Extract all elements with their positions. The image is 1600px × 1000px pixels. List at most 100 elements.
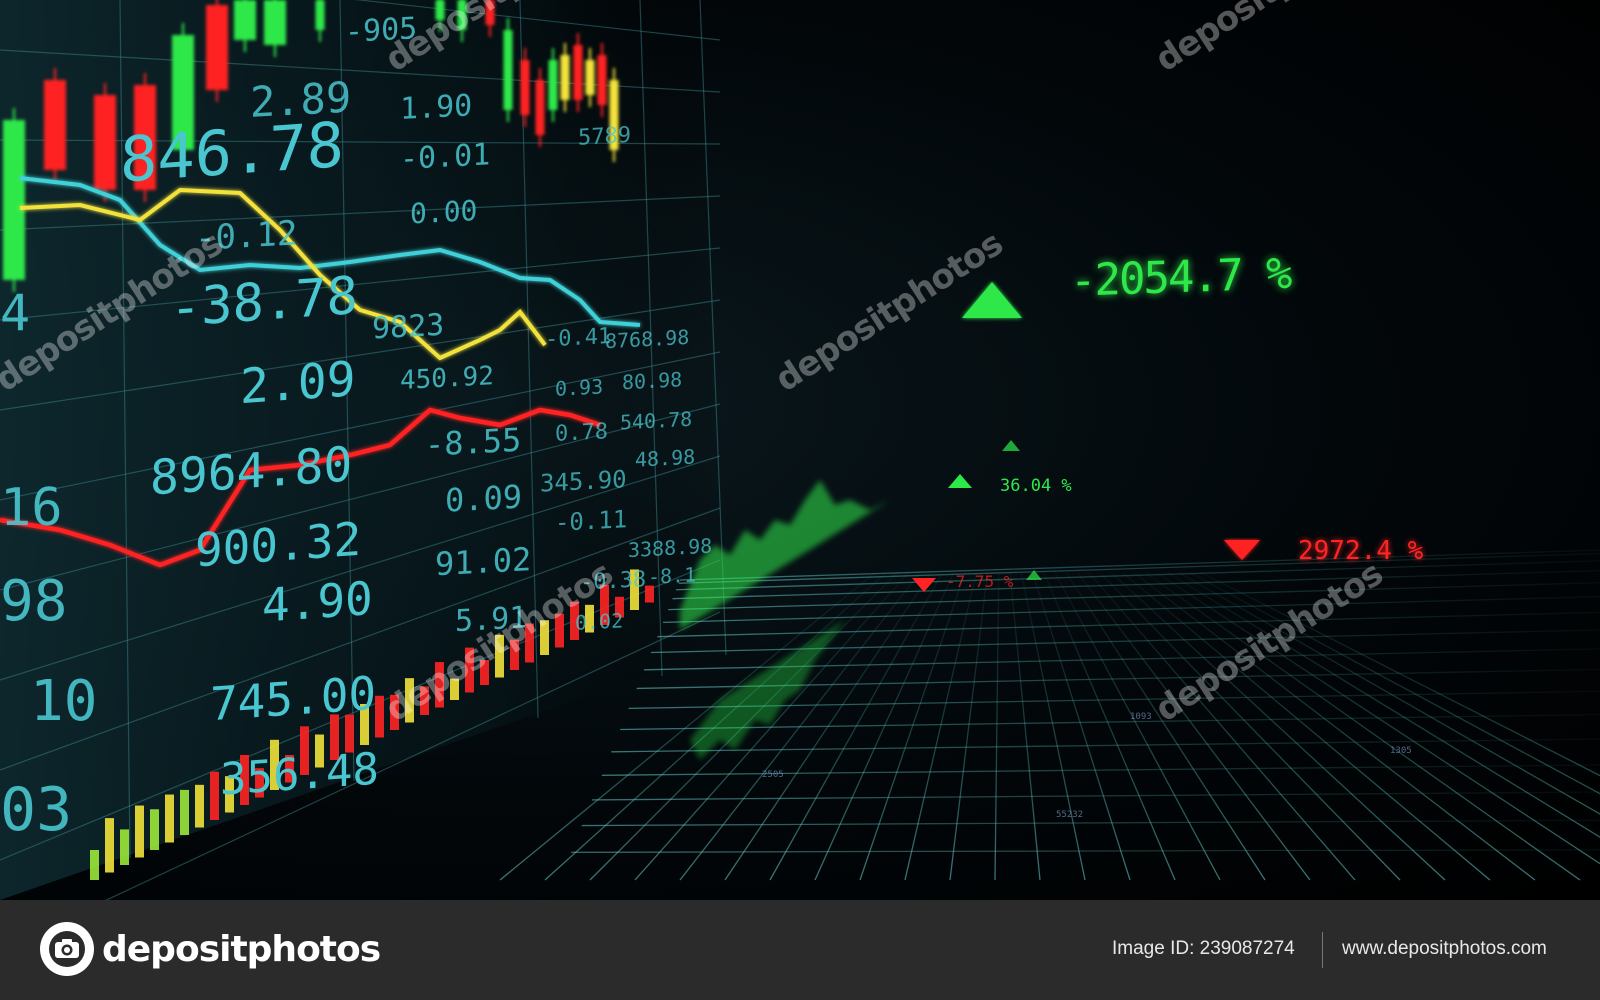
board-col-line bbox=[699, 0, 727, 656]
board-value: -38.78 bbox=[170, 266, 358, 339]
board-row-line bbox=[0, 247, 721, 321]
volume-bar bbox=[390, 694, 399, 730]
volume-bar bbox=[585, 604, 594, 633]
board-value: -905 bbox=[345, 11, 417, 50]
candle-body bbox=[206, 5, 228, 90]
board-value: 745.00 bbox=[210, 666, 376, 732]
down-ticker-right: 2972.4 % bbox=[1298, 536, 1424, 566]
volume-bar bbox=[240, 754, 249, 805]
board-value: 5789 bbox=[578, 123, 631, 151]
floor-line bbox=[1076, 572, 1311, 881]
board-value: 540.78 bbox=[620, 407, 692, 435]
board-value: 450.92 bbox=[400, 361, 494, 396]
volume-bar bbox=[615, 596, 624, 618]
board-col-line bbox=[639, 0, 663, 677]
floor-line bbox=[859, 572, 966, 881]
scene-graphics: 846.78-38.782.098964.80900.324.90745.003… bbox=[0, 0, 1600, 900]
candle-body bbox=[457, 0, 467, 30]
board-value: -8.55 bbox=[425, 421, 521, 464]
floor-line bbox=[672, 569, 1600, 600]
floor-line bbox=[1189, 571, 1600, 795]
floor-line bbox=[1200, 571, 1600, 777]
candle-body bbox=[3, 120, 25, 280]
floor-line bbox=[814, 572, 955, 881]
floor-line bbox=[620, 713, 1600, 731]
board-value: 4 bbox=[0, 284, 30, 342]
board-value: 10 bbox=[30, 669, 97, 734]
volume-bar bbox=[600, 584, 609, 625]
board-value: 0.00 bbox=[410, 194, 477, 231]
volume-bar bbox=[120, 829, 129, 865]
board-row-line bbox=[0, 455, 721, 681]
floor-line bbox=[678, 552, 1600, 584]
stock-market-scene: 846.78 -38.78 2.09 8964.80 900.32 4.90 745.00 3… bbox=[0, 0, 1600, 900]
board-value: 0.09 bbox=[445, 478, 522, 520]
up-arrow-icon bbox=[962, 282, 1022, 318]
board-value: 2.09 bbox=[240, 351, 356, 415]
red-line-series bbox=[0, 407, 601, 568]
board-value: 91.02 bbox=[435, 540, 531, 583]
floor-line bbox=[668, 581, 1600, 611]
board-value: 356.48 bbox=[220, 744, 379, 806]
board-value: 48.98 bbox=[635, 445, 695, 472]
board-value: -0.01 bbox=[400, 137, 490, 177]
up-ticker-small: 36.04 % bbox=[1000, 476, 1072, 496]
candle-body bbox=[44, 80, 66, 170]
board-value: -0.38 bbox=[580, 567, 646, 595]
main-ticker: -2054.7 % bbox=[1070, 248, 1291, 307]
candle-body bbox=[315, 0, 325, 30]
board-row-line bbox=[0, 507, 721, 771]
volume-bar bbox=[330, 714, 339, 760]
board-row-line bbox=[0, 195, 721, 231]
floor-line bbox=[663, 595, 1600, 623]
volume-bar bbox=[270, 739, 279, 790]
volume-bar bbox=[165, 794, 174, 843]
volume-bar bbox=[420, 686, 429, 715]
volume-bar bbox=[510, 639, 519, 670]
floor-line bbox=[571, 848, 1600, 853]
camera-icon bbox=[40, 922, 94, 976]
brand-logo[interactable]: depositphotos bbox=[40, 922, 381, 976]
candle-body bbox=[560, 55, 570, 100]
volume-bar bbox=[345, 714, 354, 753]
floor-line bbox=[611, 738, 1600, 753]
board-row-line bbox=[0, 403, 721, 591]
grid-label: 2505 bbox=[762, 770, 784, 780]
floor-line bbox=[1031, 572, 1131, 881]
volume-bar bbox=[255, 768, 264, 798]
floor-grid bbox=[499, 549, 1600, 881]
volume-bar bbox=[105, 818, 114, 873]
board-value: 0.93 bbox=[555, 374, 603, 401]
candle-body bbox=[548, 60, 558, 110]
grid-label: 55232 bbox=[1056, 810, 1084, 820]
floor-line bbox=[1088, 572, 1356, 881]
site-link[interactable]: www.depositphotos.com bbox=[1342, 938, 1547, 959]
volume-bar bbox=[180, 789, 189, 835]
volume-bar bbox=[450, 678, 459, 700]
board-value: -0.12 bbox=[195, 213, 297, 258]
volume-bar bbox=[405, 678, 414, 723]
candle-body bbox=[585, 60, 595, 95]
candle-body bbox=[503, 30, 513, 110]
candle-body bbox=[94, 95, 116, 190]
board-value: 80.98 bbox=[622, 367, 682, 394]
board-value: 3388.98 bbox=[628, 534, 712, 562]
floor-line bbox=[601, 764, 1600, 776]
candle-body bbox=[485, 0, 495, 25]
floor-line bbox=[1065, 572, 1266, 881]
volume-bar bbox=[135, 805, 144, 858]
volume-bar bbox=[645, 585, 654, 603]
board-value: 900.32 bbox=[195, 512, 361, 578]
board-row-line bbox=[105, 611, 721, 900]
candle-body bbox=[435, 0, 445, 20]
floor-line bbox=[1043, 572, 1176, 881]
board-value: 0.78 bbox=[555, 419, 608, 447]
volume-bar bbox=[150, 809, 159, 850]
down-ticker-left: -7.75 % bbox=[946, 572, 1014, 591]
board-value: 846.78 bbox=[120, 108, 344, 197]
down-arrow-icon bbox=[1224, 540, 1260, 560]
board-grid bbox=[0, 0, 727, 900]
candle-body bbox=[264, 0, 286, 45]
board-value: 5.91 bbox=[455, 600, 527, 639]
board-value: -0.11 bbox=[555, 505, 627, 537]
